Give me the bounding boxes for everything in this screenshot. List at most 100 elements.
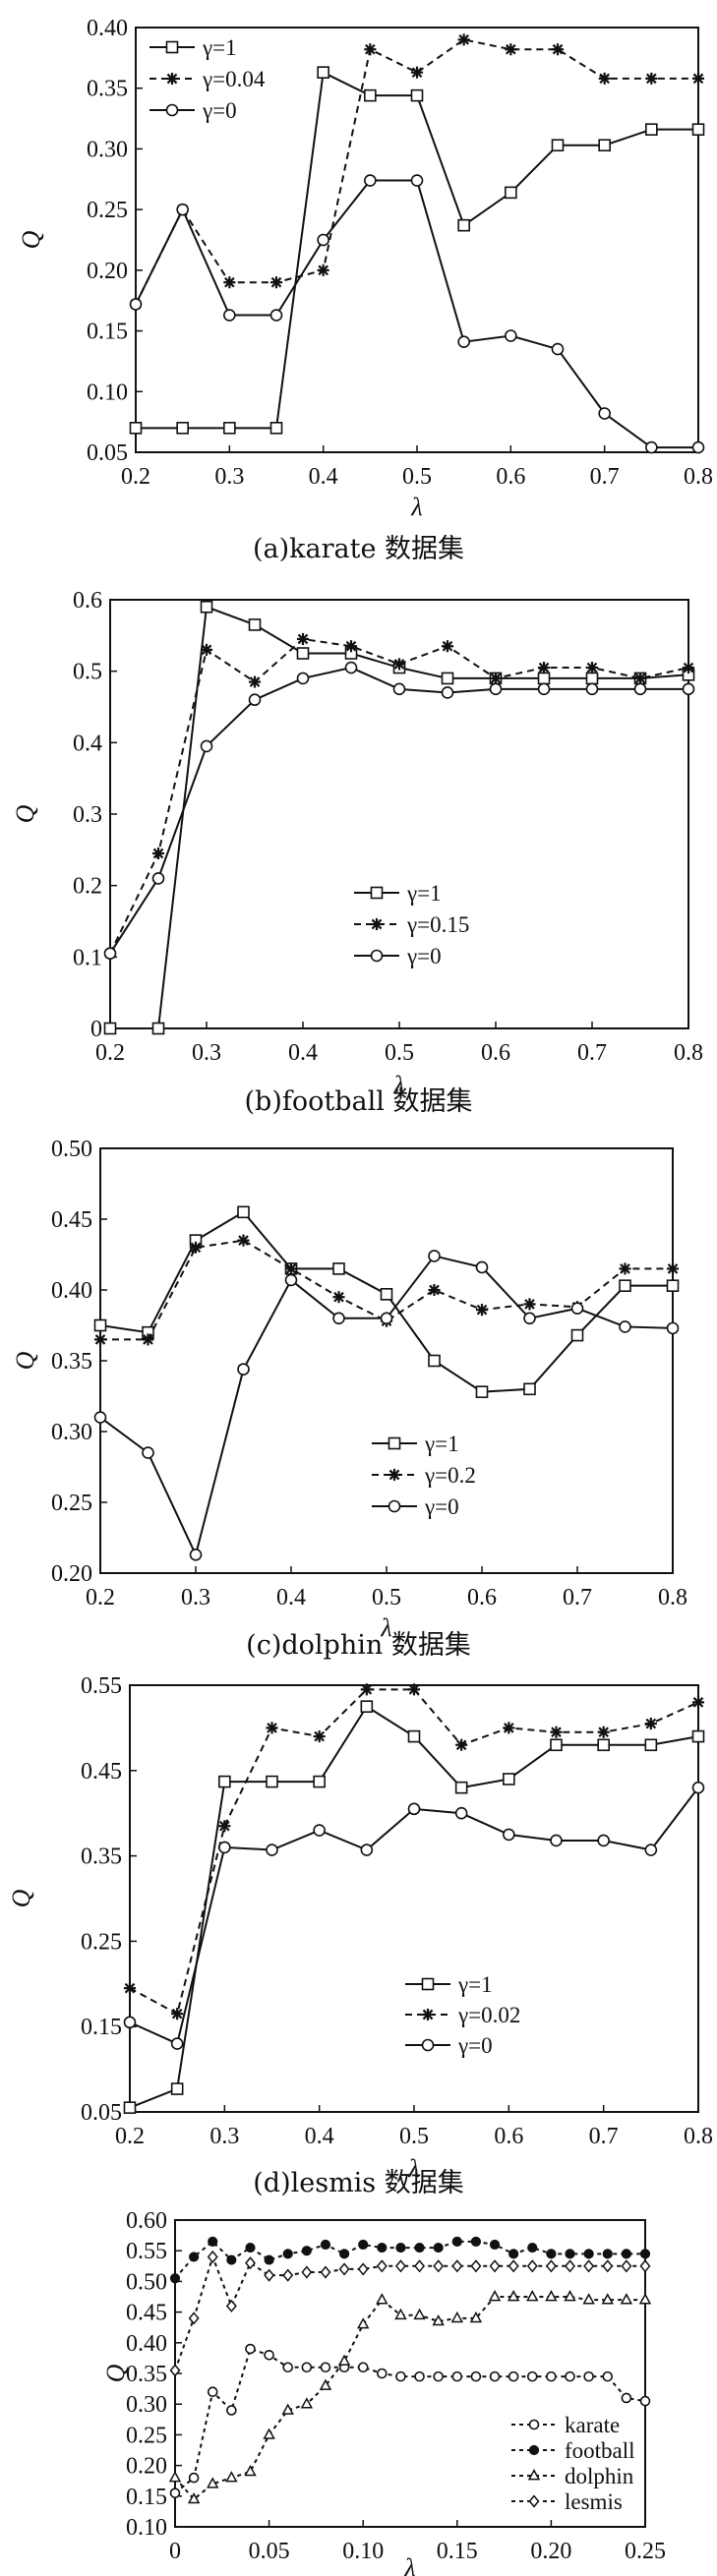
data-point-1-stroke [645,1718,657,1729]
data-point-0 [320,2362,331,2373]
data-point-1-stroke [442,640,453,652]
data-point-1-stroke [683,662,694,673]
data-point-0 [380,1288,393,1301]
y-tick-label: 0.40 [51,1278,92,1304]
data-point-3 [169,2364,181,2377]
data-point-0 [644,1738,658,1752]
data-point-2 [344,661,358,674]
legend-label-1: γ=0.15 [406,912,469,937]
y-tick-label: 0.25 [81,1929,122,1955]
data-point-2 [364,174,377,187]
data-point-1 [358,2239,369,2251]
data-point-2 [523,1312,536,1325]
data-point-1 [360,1683,373,1696]
data-point-1-stroke [333,1291,344,1303]
x-tick-label: 0.5 [399,2124,429,2149]
data-point-0 [226,2405,237,2416]
data-point-1-stroke [318,264,329,276]
data-point-3 [264,2268,275,2282]
data-point-1-stroke [152,848,164,859]
data-point-1 [433,2242,444,2254]
data-point-1-stroke [171,2008,183,2020]
data-point-1 [441,640,454,653]
data-point-2 [394,2308,407,2320]
data-point-2 [545,2290,558,2302]
data-point-1-stroke [408,1684,420,1695]
data-point-0 [123,2101,137,2114]
data-point-3 [225,2299,237,2313]
data-point-1 [645,72,658,85]
x-tick-label: 0.8 [674,1040,703,1066]
y-tick-label: 0.4 [73,731,102,756]
data-point-1 [237,1234,250,1247]
data-point-2 [454,1806,468,1820]
data-point-2 [691,1781,705,1794]
data-point-0 [546,2371,557,2382]
series-line-3 [174,2254,645,2371]
y-tick-label: 0.35 [126,2362,167,2387]
data-point-1 [200,643,213,656]
legend-marker-2 [165,103,179,117]
x-tick-label: 0.3 [209,2124,239,2149]
legend-marker-2 [527,2469,541,2481]
x-tick-label: 0.5 [402,464,432,490]
data-point-3 [376,2259,388,2273]
data-point-1-stroke [297,633,309,645]
data-point-1 [639,2249,651,2259]
x-tick-label: 0.25 [625,2539,666,2564]
x-tick-label: 0.3 [181,1585,210,1610]
legend-marker-1 [370,917,384,931]
data-point-2 [123,2016,137,2029]
data-point-0 [364,88,377,102]
data-point-1-stroke [476,1304,488,1316]
data-point-0 [357,2362,369,2373]
data-point-0 [296,647,310,660]
data-point-0 [317,66,329,79]
data-point-0 [454,1781,468,1794]
legend-marker-2 [421,2038,435,2052]
data-point-0 [264,2349,274,2361]
data-point-0 [666,1279,680,1292]
data-point-0 [470,2371,482,2382]
data-point-1 [602,2249,613,2259]
y-axis-title: Q [11,804,39,823]
data-point-1 [455,1738,468,1751]
data-point-1 [489,672,503,684]
data-point-2 [207,2477,219,2488]
data-point-3 [451,2259,463,2273]
data-point-1 [451,2236,462,2247]
data-point-1 [457,33,470,46]
y-tick-label: 0.25 [51,1491,92,1516]
data-point-1-stroke [219,1820,230,1832]
data-point-0 [565,2371,575,2382]
data-point-1-stroke [124,1982,136,1994]
data-point-1 [208,2236,218,2247]
legend-label-1: γ=0.02 [457,2003,520,2027]
data-point-2 [337,2354,351,2366]
legend-label-0: γ=1 [202,35,237,60]
data-point-1 [266,1722,278,1734]
data-point-2 [682,682,695,696]
data-point-1 [313,1730,326,1743]
data-point-1 [248,675,262,688]
x-tick-label: 0.4 [305,2124,334,2149]
x-tick-label: 0.6 [481,1040,510,1066]
data-point-1 [523,1298,536,1311]
data-point-3 [357,2262,369,2276]
data-point-1 [414,2242,425,2254]
data-point-1 [142,1333,154,1346]
caption-football: (b)football 数据集 [244,1086,473,1117]
data-point-1 [621,2249,631,2259]
data-point-2 [142,1446,154,1459]
legend-label-1: γ=0.04 [202,67,266,91]
data-point-0 [526,2371,538,2382]
data-point-0 [282,2362,294,2373]
y-tick-label: 0.6 [73,588,102,614]
legend-marker-2 [370,949,384,963]
data-point-1-stroke [249,676,261,687]
data-point-3 [621,2259,632,2273]
data-point-0 [602,2371,614,2382]
y-tick-label: 0.30 [126,2392,167,2418]
data-point-1 [93,1333,107,1346]
chart-all-datasets: 0 0.05 0.10 0.15 0.20 0.25 0.10 0.15 0.20 0.25 0.3… [101,2208,666,2576]
